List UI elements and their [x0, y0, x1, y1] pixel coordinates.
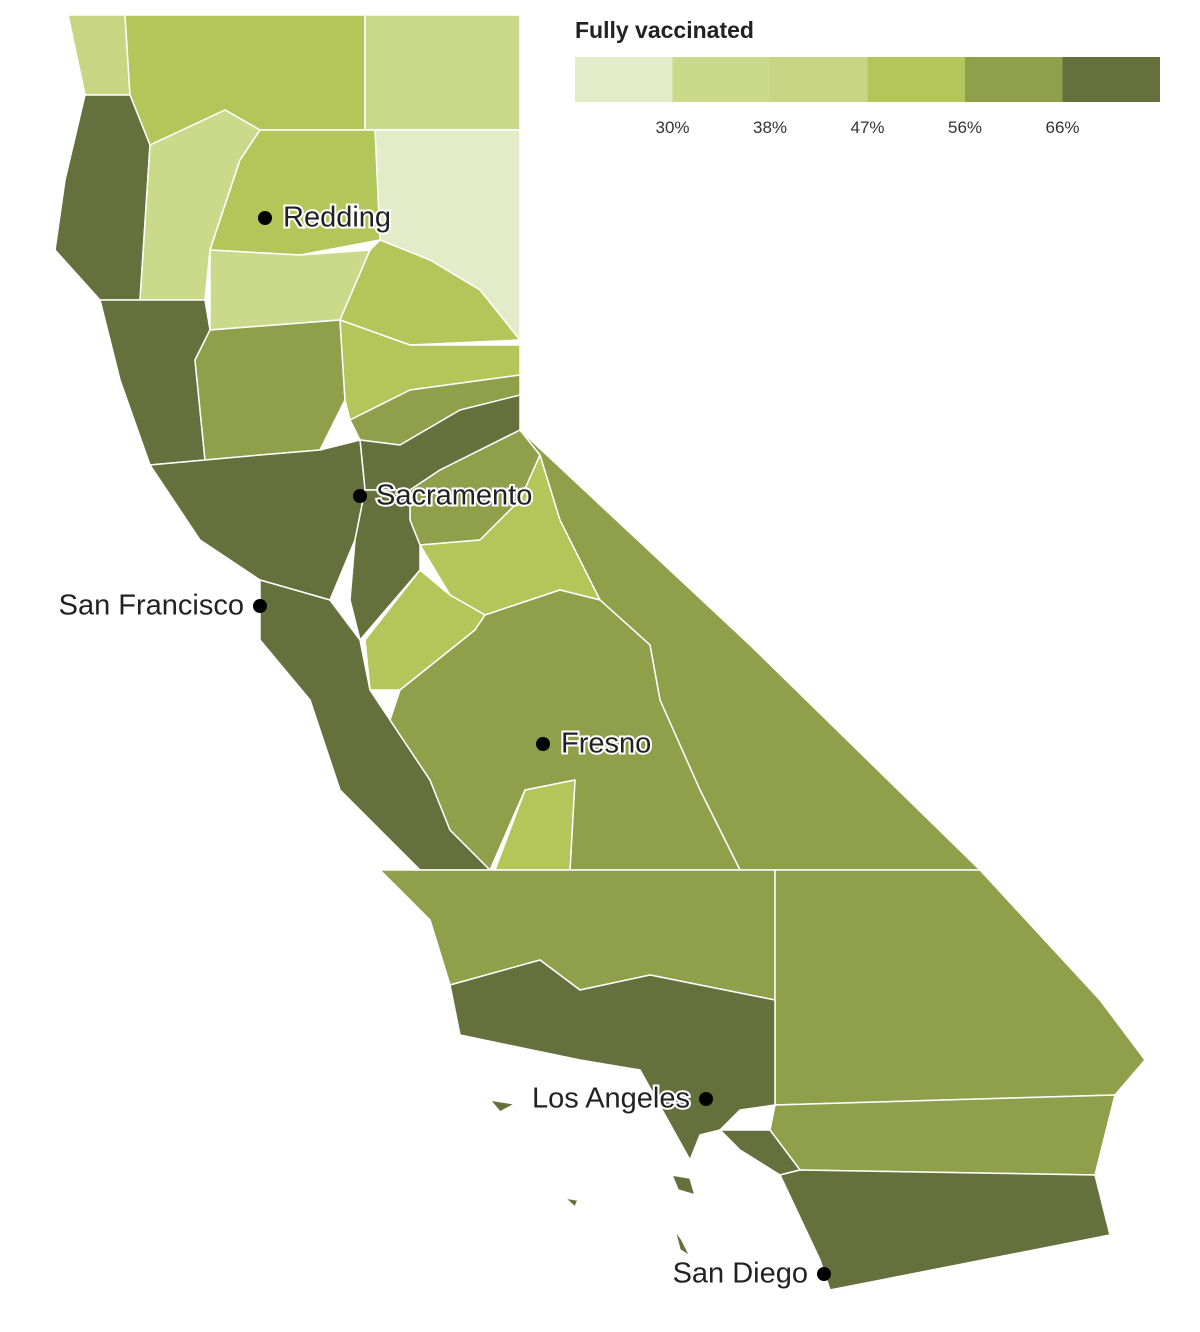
legend-tick-label: 30% — [655, 118, 689, 137]
counties — [54, 14, 1146, 1291]
legend: Fully vaccinated 30% 38% 47% 56% 66% — [575, 17, 1160, 137]
county — [489, 1099, 516, 1113]
city-label: Los Angeles — [532, 1083, 690, 1115]
city-label: Fresno — [561, 728, 651, 760]
city-label: Redding — [283, 202, 391, 234]
city-dot — [353, 489, 367, 503]
county — [674, 1229, 691, 1257]
city-dot — [258, 211, 272, 225]
county — [449, 959, 776, 1161]
county — [564, 1197, 579, 1208]
legend-tick-label: 47% — [850, 118, 884, 137]
county — [774, 869, 1146, 1106]
city-label: San Francisco — [59, 590, 244, 622]
legend-swatch — [672, 57, 770, 102]
county — [379, 869, 776, 1001]
legend-tick-label: 66% — [1045, 118, 1079, 137]
legend-swatch — [770, 57, 868, 102]
legend-swatch — [1062, 57, 1160, 102]
county — [67, 14, 131, 96]
city-dot — [536, 737, 550, 751]
county — [54, 94, 151, 301]
county — [671, 1174, 696, 1196]
city-dot — [817, 1267, 831, 1281]
county — [149, 439, 366, 601]
legend-swatch — [867, 57, 965, 102]
city-dot — [253, 599, 267, 613]
legend-tick-label: 56% — [948, 118, 982, 137]
legend-title: Fully vaccinated — [575, 17, 754, 43]
cities: Redding Sacramento San Francisco Fresno … — [57, 200, 831, 1292]
legend-swatch — [965, 57, 1063, 102]
city-dot — [699, 1092, 713, 1106]
county — [99, 299, 211, 466]
county — [769, 1094, 1116, 1176]
city-label: Sacramento — [376, 480, 532, 512]
county — [364, 14, 521, 131]
legend-swatch — [575, 57, 673, 102]
city-label: San Diego — [673, 1258, 808, 1290]
legend-tick-label: 38% — [753, 118, 787, 137]
county — [194, 319, 346, 461]
county — [779, 1169, 1111, 1291]
